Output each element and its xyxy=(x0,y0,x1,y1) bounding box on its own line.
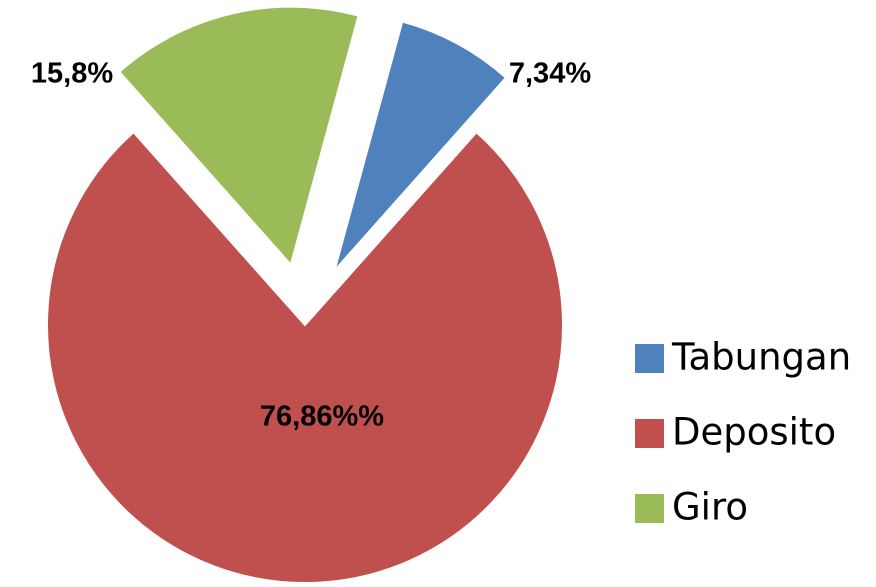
legend-swatch xyxy=(635,494,664,523)
legend-label: Giro xyxy=(672,486,748,529)
legend-swatch xyxy=(635,419,664,448)
data-label: 7,34% xyxy=(509,58,591,90)
pie-slice xyxy=(333,20,508,272)
data-label: 15,8% xyxy=(31,58,113,90)
legend-label: Deposito xyxy=(672,411,836,454)
data-label: 76,86%% xyxy=(260,401,384,433)
pie-slice xyxy=(46,130,564,585)
legend-label: Tabungan xyxy=(671,336,851,379)
legend-swatch xyxy=(635,344,664,373)
pie-slice xyxy=(117,5,360,267)
